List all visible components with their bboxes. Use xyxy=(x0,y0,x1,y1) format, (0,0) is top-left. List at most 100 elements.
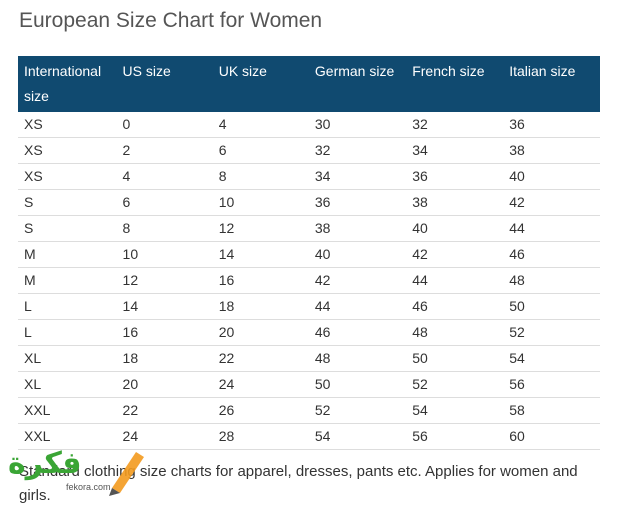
size-table: International size US size UK size German s… xyxy=(18,56,600,450)
table-cell: 28 xyxy=(212,423,309,450)
table-cell: 38 xyxy=(308,215,407,242)
table-cell: 44 xyxy=(406,267,504,294)
table-cell: M xyxy=(18,241,117,268)
table-cell: L xyxy=(18,319,117,346)
table-cell: 54 xyxy=(503,345,600,372)
footnote: Standard clothing size charts for appare… xyxy=(19,463,578,504)
table-cell: 26 xyxy=(212,397,309,424)
table-cell: 46 xyxy=(406,293,504,320)
table-cell: 42 xyxy=(308,267,407,294)
table-cell: 48 xyxy=(406,319,504,346)
table-row: XS 0 4 30 32 36 xyxy=(18,112,600,138)
table-cell: 0 xyxy=(116,112,213,138)
table-row: M 10 14 40 42 46 xyxy=(18,241,600,268)
column-header: French size xyxy=(406,56,504,112)
column-header: German size xyxy=(308,56,407,112)
table-cell: 48 xyxy=(503,267,600,294)
table-cell: 58 xyxy=(503,397,600,424)
table-cell: L xyxy=(18,293,117,320)
table-cell: 40 xyxy=(406,215,504,242)
table-row: XS 4 8 34 36 40 xyxy=(18,163,600,190)
table-cell: 8 xyxy=(116,215,213,242)
table-cell: 46 xyxy=(308,319,407,346)
table-cell: 54 xyxy=(406,397,504,424)
header-row: International size US size UK size German s… xyxy=(18,56,600,112)
column-header: International size xyxy=(18,56,117,112)
table-cell: 22 xyxy=(212,345,309,372)
table-cell: 30 xyxy=(308,112,407,138)
table-cell: 36 xyxy=(406,163,504,190)
table-cell: 50 xyxy=(308,371,407,398)
table-cell: 44 xyxy=(308,293,407,320)
table-cell: 10 xyxy=(212,189,309,216)
table-cell: 18 xyxy=(116,345,213,372)
table-row: L 16 20 46 48 52 xyxy=(18,319,600,346)
table-row: XL 20 24 50 52 56 xyxy=(18,371,600,398)
table-cell: 24 xyxy=(212,371,309,398)
table-cell: 46 xyxy=(503,241,600,268)
table-row: XXL 24 28 54 56 60 xyxy=(18,423,600,450)
table-cell: 56 xyxy=(503,371,600,398)
table-cell: 44 xyxy=(503,215,600,242)
column-header: US size xyxy=(116,56,213,112)
table-row: S 6 10 36 38 42 xyxy=(18,189,600,216)
table-cell: 20 xyxy=(116,371,213,398)
watermark-logo: فكرة xyxy=(8,447,82,480)
watermark-pen xyxy=(109,452,144,496)
column-header: UK size xyxy=(212,56,309,112)
table-cell: 34 xyxy=(406,137,504,164)
table-cell: 8 xyxy=(212,163,309,190)
table-row: XXL 22 26 52 54 58 xyxy=(18,397,600,424)
table-cell: XXL xyxy=(18,397,117,424)
table-cell: 12 xyxy=(212,215,309,242)
watermark: فكرة fekora.com xyxy=(4,444,144,496)
table-cell: 52 xyxy=(503,319,600,346)
table-cell: 40 xyxy=(503,163,600,190)
table-cell: XS xyxy=(18,163,117,190)
table-cell: 12 xyxy=(116,267,213,294)
table-cell: 42 xyxy=(406,241,504,268)
table-cell: 32 xyxy=(308,137,407,164)
table-row: L 14 18 44 46 50 xyxy=(18,293,600,320)
table-cell: 52 xyxy=(406,371,504,398)
table-cell: XS xyxy=(18,112,117,138)
table-cell: 6 xyxy=(212,137,309,164)
table-cell: 16 xyxy=(212,267,309,294)
table-row: M 12 16 42 44 48 xyxy=(18,267,600,294)
table-row: XS 2 6 32 34 38 xyxy=(18,137,600,164)
column-header: Italian size xyxy=(503,56,600,112)
table-cell: 24 xyxy=(116,423,213,450)
table-cell: 18 xyxy=(212,293,309,320)
table-cell: 40 xyxy=(308,241,407,268)
table-cell: M xyxy=(18,267,117,294)
table-cell: 50 xyxy=(406,345,504,372)
table-row: XL 18 22 48 50 54 xyxy=(18,345,600,372)
table-row: S 8 12 38 40 44 xyxy=(18,215,600,242)
table-cell: 2 xyxy=(116,137,213,164)
table-cell: XS xyxy=(18,137,117,164)
table-cell: XL xyxy=(18,371,117,398)
table-cell: 50 xyxy=(503,293,600,320)
table-cell: 52 xyxy=(308,397,407,424)
table-cell: 20 xyxy=(212,319,309,346)
table-cell: 14 xyxy=(212,241,309,268)
table-cell: 38 xyxy=(406,189,504,216)
table-cell: 60 xyxy=(503,423,600,450)
table-cell: 42 xyxy=(503,189,600,216)
table-cell: 54 xyxy=(308,423,407,450)
table-cell: 56 xyxy=(406,423,504,450)
table-cell: 36 xyxy=(308,189,407,216)
table-cell: S xyxy=(18,215,117,242)
table-body: XS 0 4 30 32 36 XS 2 6 32 34 38 XS 4 8 34 36 40 S 6 10 36 38 42… xyxy=(18,112,600,450)
table-cell: 34 xyxy=(308,163,407,190)
table-cell: 14 xyxy=(116,293,213,320)
table-cell: 4 xyxy=(116,163,213,190)
table-cell: 36 xyxy=(503,112,600,138)
table-cell: 32 xyxy=(406,112,504,138)
table-cell: 48 xyxy=(308,345,407,372)
table-cell: 16 xyxy=(116,319,213,346)
table-cell: 22 xyxy=(116,397,213,424)
table-cell: 4 xyxy=(212,112,309,138)
table-cell: S xyxy=(18,189,117,216)
